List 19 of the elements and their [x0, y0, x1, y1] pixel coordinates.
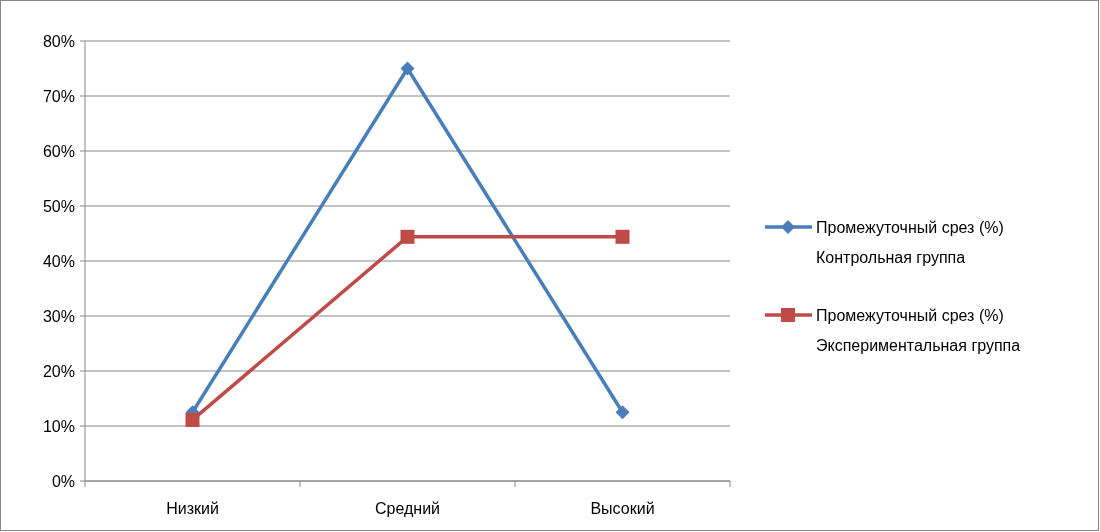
y-tick-label: 10% [42, 417, 75, 435]
y-tick-label: 50% [42, 197, 75, 215]
y-tick-label: 30% [42, 307, 75, 325]
legend-label: Промежуточный срез (%) Экспериментальная группа [816, 307, 1021, 354]
y-tick-label: 60% [42, 142, 75, 160]
point [615, 229, 630, 244]
x-tick-label: Средний [374, 500, 441, 517]
point [185, 412, 200, 427]
point [615, 405, 630, 420]
y-tick-label: 40% [42, 252, 75, 270]
y-tick-label: 20% [42, 362, 75, 380]
x-tick-label: Высокий [590, 500, 655, 517]
point [400, 61, 415, 76]
y-tick-label: 80% [42, 32, 75, 50]
x-tick-label: Низкий [166, 500, 219, 517]
point [400, 229, 415, 244]
y-tick-label: 70% [42, 87, 75, 105]
legend-label: Промежуточный срез (%) Контрольная группа [816, 219, 1004, 266]
y-tick-label: 0% [51, 472, 75, 490]
